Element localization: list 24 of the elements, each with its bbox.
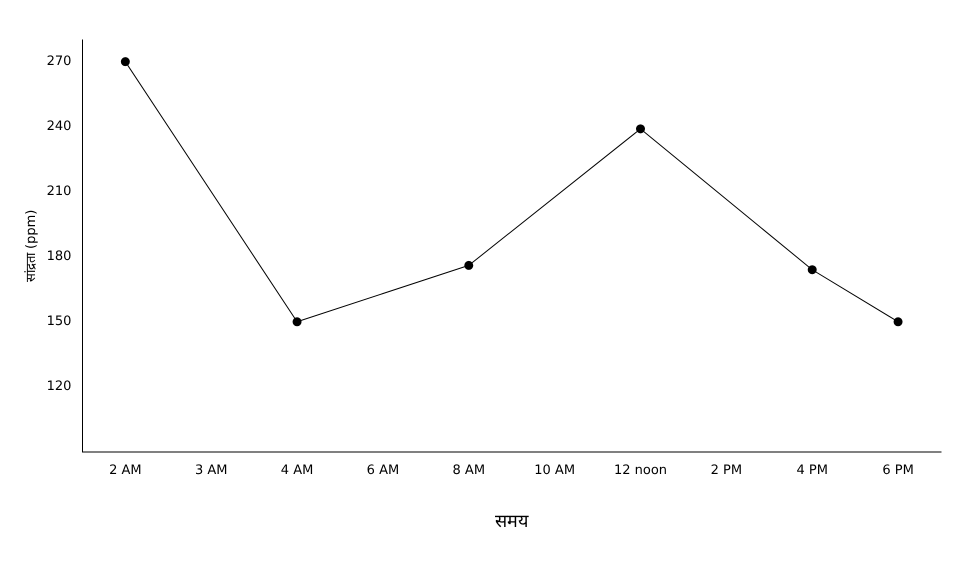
y-tick-label: 150 bbox=[46, 314, 72, 330]
y-tick-label: 240 bbox=[46, 119, 72, 134]
point bbox=[636, 124, 645, 134]
x-tick-label: 6 AM bbox=[366, 462, 400, 478]
point bbox=[808, 265, 817, 274]
y-tick-label: 270 bbox=[46, 54, 72, 70]
point bbox=[292, 317, 302, 326]
point bbox=[894, 317, 903, 326]
x-axis-title: समय bbox=[495, 510, 530, 532]
y-tick-label: 180 bbox=[46, 249, 72, 264]
x-tick-label: 2 AM bbox=[109, 462, 142, 478]
x-tick-label: 4 PM bbox=[796, 462, 828, 478]
point bbox=[464, 260, 474, 270]
y-axis-title: सांद्रता (ppm) bbox=[24, 210, 40, 282]
x-tick-label: 10 AM bbox=[534, 462, 576, 478]
x-tick-label: 2 PM bbox=[710, 462, 742, 478]
point bbox=[120, 57, 130, 66]
x-tick-label: 8 AM bbox=[452, 462, 486, 478]
y-tick-label: 210 bbox=[46, 184, 72, 200]
x-tick-label: 12 noon bbox=[614, 462, 668, 478]
y-tick-label: 120 bbox=[46, 379, 72, 394]
x-tick-label: 3 AM bbox=[194, 462, 228, 478]
x-tick-label: 6 PM bbox=[882, 462, 914, 478]
x-tick-label: 4 AM bbox=[280, 462, 314, 478]
